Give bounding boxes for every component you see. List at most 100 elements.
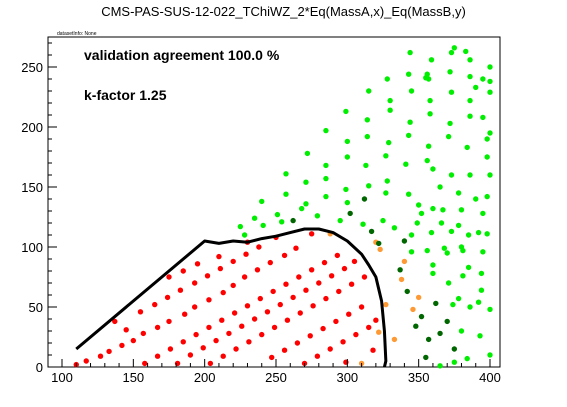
data-point-green — [387, 107, 393, 113]
data-point-red — [366, 324, 372, 331]
data-point-green — [424, 247, 430, 254]
data-point-red — [270, 288, 276, 295]
data-point-green — [391, 225, 398, 231]
data-point-green — [455, 295, 462, 302]
data-point-red — [119, 342, 125, 349]
data-point-green — [477, 333, 483, 339]
data-point-green — [467, 172, 473, 178]
data-point-red — [219, 317, 225, 323]
data-point-green — [428, 57, 435, 63]
data-point-green — [415, 202, 422, 208]
data-point-green — [414, 220, 420, 226]
data-point-green — [484, 193, 490, 200]
data-point-green — [437, 363, 443, 369]
data-point-green — [475, 229, 482, 236]
data-point-green — [480, 249, 486, 255]
data-point-green — [384, 76, 390, 82]
data-point-green — [445, 133, 452, 140]
data-point-green — [430, 205, 436, 212]
data-point-dark-green — [425, 336, 432, 343]
data-point-dark-green — [413, 323, 419, 329]
data-point-red — [191, 280, 198, 286]
data-point-green — [473, 84, 479, 91]
data-point-dark-green — [444, 318, 450, 325]
data-point-red — [353, 331, 359, 338]
data-point-dark-green — [376, 240, 382, 247]
data-point-green — [366, 183, 372, 189]
data-point-green — [405, 191, 412, 197]
data-point-green — [463, 48, 469, 55]
data-point-red — [281, 252, 288, 259]
data-point-red — [244, 303, 251, 309]
data-point-red — [231, 310, 238, 316]
data-point-green — [430, 166, 436, 172]
data-point-red — [351, 258, 358, 265]
data-point-red — [290, 294, 296, 301]
data-point-red — [323, 295, 329, 302]
data-point-red — [164, 294, 171, 301]
data-point-red — [254, 267, 261, 273]
data-point-dark-green — [418, 313, 425, 320]
data-point-red — [217, 265, 224, 272]
data-point-red — [112, 318, 118, 325]
x-tick-label: 300 — [336, 370, 358, 385]
x-tick-label: 250 — [265, 370, 287, 385]
data-point-green — [467, 113, 473, 119]
data-point-red — [283, 281, 289, 287]
x-tick-label: 350 — [408, 370, 430, 385]
scatter-points — [73, 45, 493, 369]
data-point-green — [467, 73, 473, 80]
data-point-green — [444, 250, 450, 256]
data-point-green — [467, 97, 473, 104]
data-point-red — [220, 289, 226, 296]
data-point-red — [256, 244, 262, 250]
data-point-green — [260, 222, 266, 229]
data-point-red — [336, 288, 342, 295]
data-point-green — [304, 150, 311, 157]
data-point-green — [427, 111, 433, 117]
data-point-red — [316, 280, 322, 286]
data-point-green — [451, 359, 458, 365]
data-point-red — [97, 353, 104, 359]
data-point-green — [458, 207, 465, 213]
data-point-green — [405, 132, 412, 139]
data-point-green — [408, 249, 415, 255]
data-point-green — [418, 210, 425, 217]
data-point-green — [487, 89, 493, 95]
data-point-dark-green — [433, 300, 439, 307]
data-point-green — [283, 171, 289, 177]
data-point-green — [428, 229, 435, 236]
y-tick-label: 100 — [21, 240, 43, 255]
data-point-dark-green — [423, 354, 429, 361]
data-point-green — [298, 205, 305, 212]
data-point-green — [458, 328, 465, 334]
data-point-orange — [391, 336, 398, 343]
data-point-green — [484, 154, 490, 160]
data-point-red — [348, 281, 355, 287]
data-point-red — [269, 354, 275, 361]
data-point-green — [363, 162, 369, 169]
data-point-green — [323, 162, 329, 169]
data-point-green — [467, 57, 473, 63]
data-point-green — [487, 172, 493, 178]
data-point-green — [241, 232, 248, 238]
data-point-green — [337, 217, 343, 224]
data-point-green — [455, 222, 462, 229]
x-tick-label: 150 — [122, 370, 144, 385]
data-point-red — [308, 231, 315, 237]
data-point-red — [230, 282, 236, 289]
data-point-red — [206, 297, 212, 303]
data-point-green — [364, 117, 371, 123]
data-point-green — [303, 201, 309, 207]
data-point-red — [194, 261, 201, 267]
data-point-green — [383, 190, 389, 196]
data-point-red — [180, 268, 186, 274]
data-point-red — [177, 287, 184, 293]
data-point-green — [448, 89, 455, 95]
data-point-red — [130, 337, 137, 344]
data-point-green — [314, 213, 321, 219]
data-point-red — [191, 304, 198, 310]
data-point-green — [425, 143, 432, 149]
data-point-red — [334, 252, 341, 259]
